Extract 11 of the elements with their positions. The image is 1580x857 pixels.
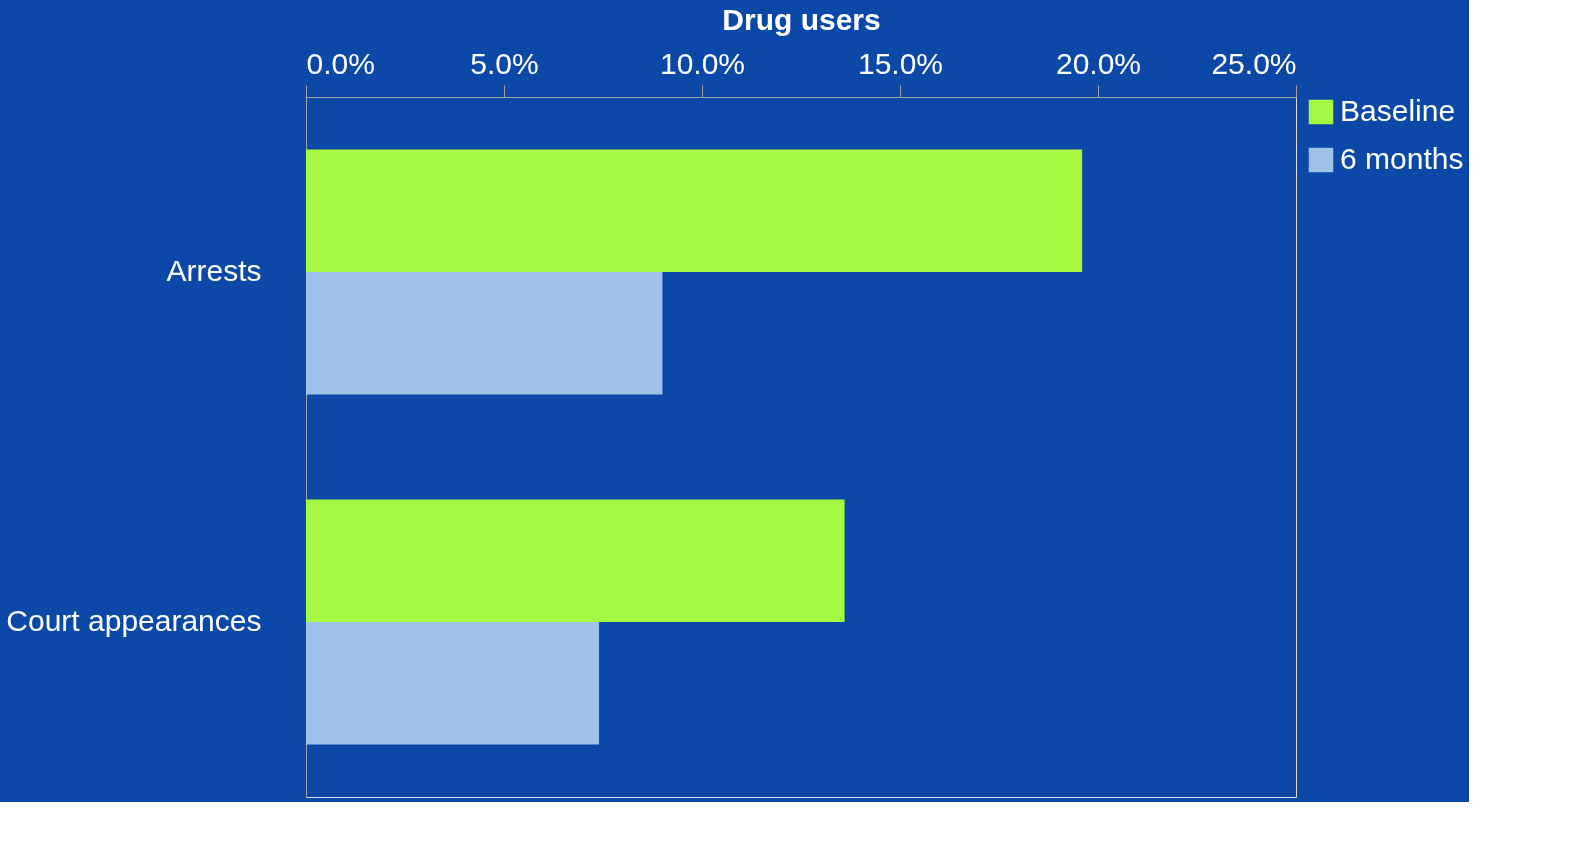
y-tick-label: Arrests [166, 254, 262, 287]
x-tick-label: 10.0% [659, 46, 746, 80]
x-tick-label: 20.0% [1055, 46, 1142, 80]
x-tick-label: 0.0% [306, 46, 375, 80]
legend-label: Baseline [1340, 94, 1456, 127]
x-tick-label: 5.0% [470, 46, 539, 80]
x-axis-title: Drug users [722, 2, 881, 36]
x-tick-label: 15.0% [857, 46, 944, 80]
y-tick-label: Court appearances [6, 604, 262, 637]
x-tick-label: 25.0% [1211, 46, 1297, 80]
legend-label: 6 months [1340, 142, 1464, 175]
